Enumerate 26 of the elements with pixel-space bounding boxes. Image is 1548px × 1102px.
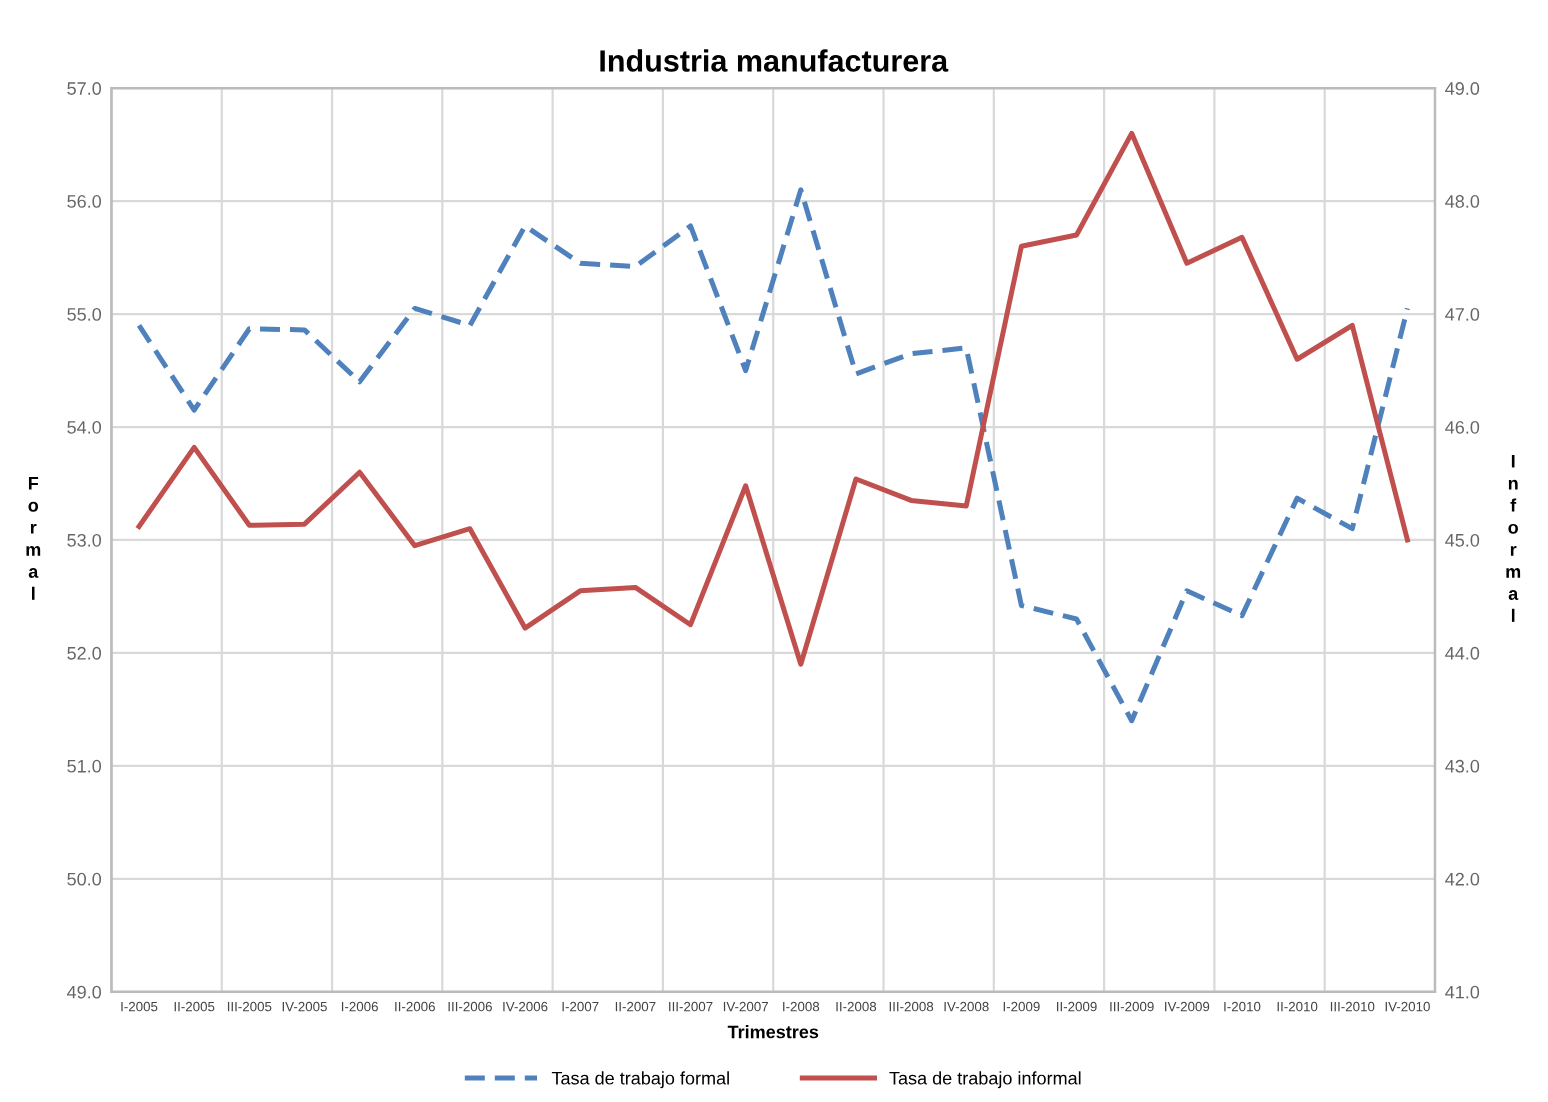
y2-tick-label: 45.0 [1445, 533, 1480, 547]
y-tick-label: 57.0 [67, 82, 102, 95]
y-tick-label: 50.0 [67, 872, 102, 886]
line-series [136, 187, 1410, 724]
y2-tick-label: 44.0 [1445, 646, 1480, 660]
y2-tick-label: 41.0 [1445, 985, 1480, 999]
chart-title: Industria manufacturera [600, 49, 949, 72]
y-tick-label: 53.0 [67, 533, 102, 547]
y-tick-label: 51.0 [67, 759, 102, 773]
y-axis-title: Formal [26, 477, 41, 600]
legend-label: Tasa de trabajo informal [889, 1071, 1081, 1089]
legend-label: Tasa de trabajo formal [551, 1071, 729, 1089]
y-tick-label: 56.0 [67, 195, 102, 208]
y-tick-label: 49.0 [67, 985, 102, 999]
y2-tick-label: 43.0 [1445, 759, 1480, 773]
y-tick-label: 55.0 [67, 308, 102, 321]
x-axis-title: Trimestres [727, 1025, 819, 1039]
y2-tick-label: 42.0 [1445, 872, 1480, 886]
y2-tick-label: 46.0 [1445, 420, 1480, 434]
y2-axis-title: Informal [1506, 455, 1521, 622]
y2-tick-label: 49.0 [1445, 82, 1480, 95]
y2-tick-label: 47.0 [1445, 308, 1480, 321]
y-tick-label: 52.0 [67, 646, 102, 660]
y2-tick-label: 48.0 [1445, 195, 1480, 208]
y-tick-label: 54.0 [67, 420, 102, 434]
line-series [136, 130, 1410, 667]
